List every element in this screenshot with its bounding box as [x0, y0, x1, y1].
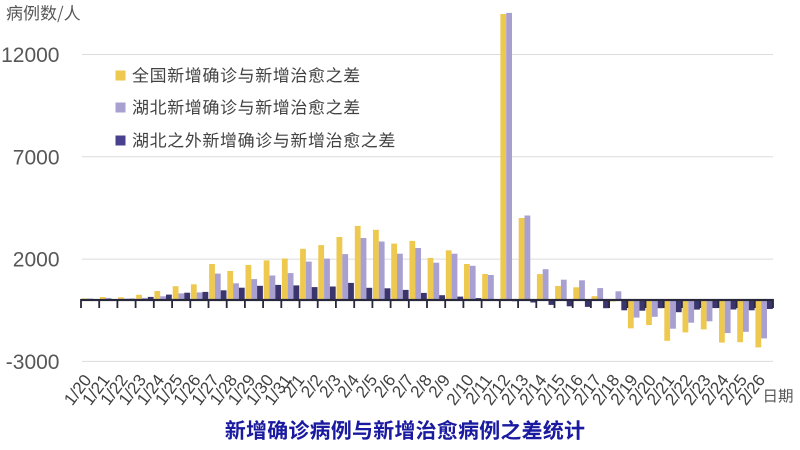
svg-text:12000: 12000 [1, 44, 59, 67]
svg-text:2000: 2000 [13, 249, 60, 272]
svg-text:7000: 7000 [13, 146, 60, 169]
svg-text:-3000: -3000 [6, 351, 60, 374]
